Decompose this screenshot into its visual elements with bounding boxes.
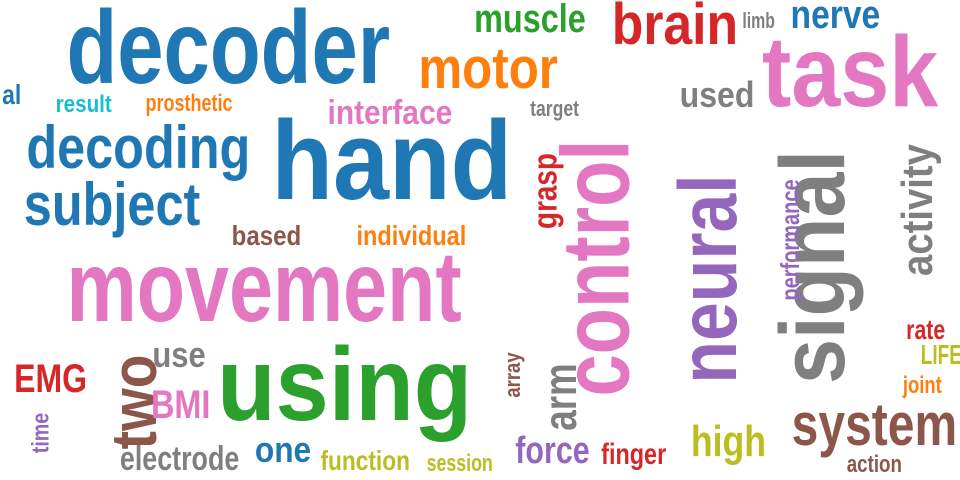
word-prosthetic: prosthetic (145, 90, 233, 117)
word-arm: arm (534, 363, 587, 431)
word-al: al (2, 79, 22, 110)
word-brain: brain (611, 0, 739, 57)
word-array: array (499, 352, 525, 398)
word-based: based (231, 220, 302, 251)
word-subject: subject (23, 171, 201, 238)
word-individual: individual (356, 220, 467, 251)
word-hand: hand (271, 98, 513, 223)
word-session: session (426, 450, 493, 477)
word-grasp: grasp (526, 153, 565, 229)
word-used: used (679, 74, 755, 115)
word-task: task (762, 16, 939, 128)
word-LIFE: LIFE (920, 339, 960, 370)
word-neural: neural (663, 174, 755, 384)
word-high: high (690, 417, 767, 466)
word-electrode: electrode (119, 440, 240, 478)
word-decoder: decoder (66, 0, 391, 106)
word-decoding: decoding (26, 114, 251, 181)
word-activity: activity (892, 144, 942, 276)
word-muscle: muscle (474, 0, 586, 41)
word-nerve: nerve (790, 0, 881, 37)
word-result: result (55, 91, 112, 118)
word-target: target (530, 96, 580, 121)
word-time: time (27, 412, 55, 454)
word-using: using (217, 327, 473, 443)
word-motor: motor (418, 36, 559, 101)
word-system: system (791, 391, 958, 458)
word-interface: interface (327, 94, 453, 132)
word-rate: rate (906, 314, 946, 345)
word-movement: movement (66, 231, 462, 343)
word-action: action (846, 451, 902, 478)
word-limb: limb (742, 8, 775, 33)
word-performance: performance (774, 179, 805, 301)
word-use: use (152, 334, 206, 375)
word-joint: joint (902, 372, 942, 399)
word-force: force (515, 430, 590, 472)
word-EMG: EMG (14, 357, 88, 401)
word-finger: finger (601, 438, 667, 471)
word-function: function (320, 445, 410, 476)
word-one: one (254, 429, 312, 470)
word-BMI: BMI (150, 383, 211, 427)
